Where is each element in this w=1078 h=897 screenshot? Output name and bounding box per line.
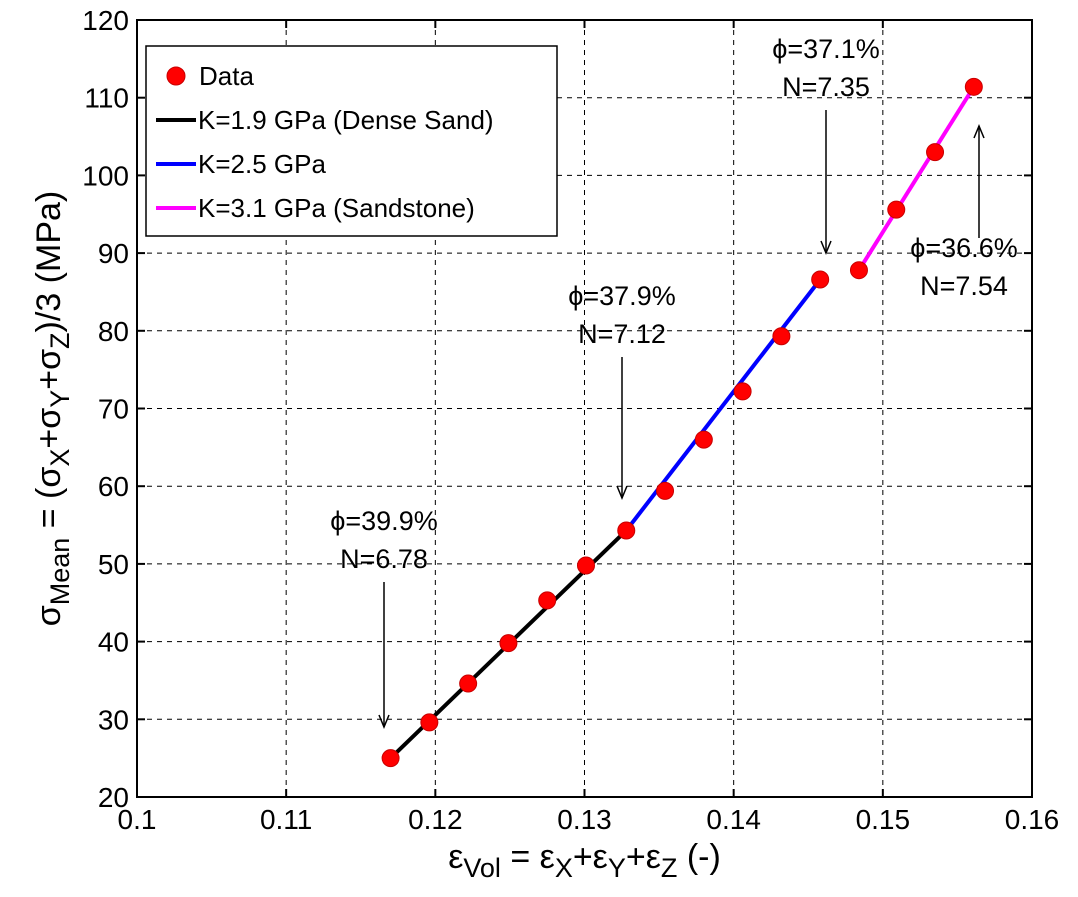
x-tick-label: 0.14 [706, 804, 761, 835]
data-point [772, 327, 791, 346]
x-axis-title: εVol = εX+εY+εZ (-) [448, 838, 721, 883]
annotation-arrow-head [820, 240, 832, 255]
x-tick-label: 0.1 [118, 804, 157, 835]
y-axis-title-part: = (σ [30, 467, 68, 538]
x-tick-label: 0.16 [1005, 804, 1060, 835]
annotation-label: N=7.12 [578, 319, 666, 349]
y-axis-title-part: )/3 (MPa) [30, 191, 68, 333]
annotation-label: ϕ=36.6% [910, 233, 1017, 263]
y-axis-title-subscript: Mean [45, 538, 75, 606]
data-point [733, 382, 752, 401]
x-axis-title-subscript: Z [661, 853, 678, 883]
x-tick-label: 0.11 [260, 804, 312, 835]
y-tick-label: 120 [82, 5, 129, 36]
annotation-arrow-head [616, 485, 628, 500]
y-axis-title-subscript: Z [45, 332, 75, 349]
x-axis-title-part: = ε [501, 838, 555, 876]
y-tick-label: 70 [98, 394, 129, 425]
y-tick-label: 90 [98, 238, 129, 269]
x-axis-title-part: ε [448, 838, 463, 876]
data-point [538, 591, 557, 610]
legend-label: K=3.1 GPa (Sandstone) [198, 193, 475, 223]
data-point [694, 430, 713, 449]
data-point [926, 143, 945, 162]
y-tick-label: 60 [98, 471, 129, 502]
y-tick-label: 40 [98, 627, 129, 658]
axis-title-layer: εVol = εX+εY+εZ (-)σMean = (σX+σY+σZ)/3 … [30, 191, 721, 884]
x-tick-label: 0.15 [856, 804, 911, 835]
annotation-label: N=7.54 [920, 271, 1008, 301]
y-axis-title-subscript: X [45, 449, 75, 467]
annotation-label: N=7.35 [782, 72, 870, 102]
data-point [964, 77, 983, 96]
annotation-arrow-head [973, 124, 985, 139]
annotation-layer: ϕ=39.9% N=6.78 ϕ=37.9% N=7.12 ϕ=37.1% N=7.35 ϕ… [330, 34, 1018, 729]
data-point [849, 261, 868, 280]
data-point [499, 634, 518, 653]
fit-line-3 [857, 85, 976, 272]
x-tick-label: 0.13 [557, 804, 612, 835]
series-layer [381, 77, 983, 768]
tick-layer: 0.1 0.11 0.12 0.13 0.14 0.15 0.16 20 30 40 50 60 70 8… [82, 5, 1059, 835]
y-axis-title: σMean = (σX+σY+σZ)/3 (MPa) [30, 191, 75, 627]
legend-label: K=1.9 GPa (Dense Sand) [198, 105, 494, 135]
x-axis-title-part: +ε [626, 838, 661, 876]
annotation-label: ϕ=37.1% [772, 34, 879, 64]
y-axis-title-part: +σ [30, 349, 68, 390]
y-tick-label: 100 [82, 160, 129, 191]
annotation-label: ϕ=39.9% [330, 506, 437, 536]
data-point [811, 270, 830, 289]
data-point [887, 200, 906, 219]
data-point [576, 556, 595, 575]
y-tick-label: 30 [98, 704, 129, 735]
x-axis-title-subscript: Vol [463, 853, 501, 883]
x-axis-title-subscript: X [555, 853, 573, 883]
x-tick-label: 0.12 [408, 804, 463, 835]
data-point [381, 749, 400, 768]
y-axis-title-subscript: Y [45, 390, 75, 408]
annotation-arrow-head [378, 714, 390, 729]
annotation-label: ϕ=37.9% [568, 281, 675, 311]
x-axis-title-part: +ε [573, 838, 608, 876]
data-point [420, 713, 439, 732]
legend-box [145, 45, 558, 237]
y-axis-title-part: +σ [30, 408, 68, 449]
y-tick-label: 20 [98, 782, 129, 813]
legend-marker [166, 66, 186, 86]
y-tick-label: 80 [98, 316, 129, 347]
y-axis-title-part: σ [30, 605, 68, 626]
fit-line-2 [624, 278, 822, 532]
annotation-label: N=6.78 [340, 544, 428, 574]
data-point [459, 674, 478, 693]
legend-label: Data [199, 61, 254, 91]
legend-layer: Data K=1.9 GPa (Dense Sand) K=2.5 GPa K=3.1… [145, 45, 558, 237]
data-point [656, 481, 675, 500]
y-tick-label: 50 [98, 549, 129, 580]
x-axis-title-part: (-) [677, 838, 720, 876]
x-axis-title-subscript: Y [608, 853, 626, 883]
data-point [617, 521, 636, 540]
y-tick-label: 110 [84, 83, 129, 114]
legend-label: K=2.5 GPa [198, 149, 326, 179]
